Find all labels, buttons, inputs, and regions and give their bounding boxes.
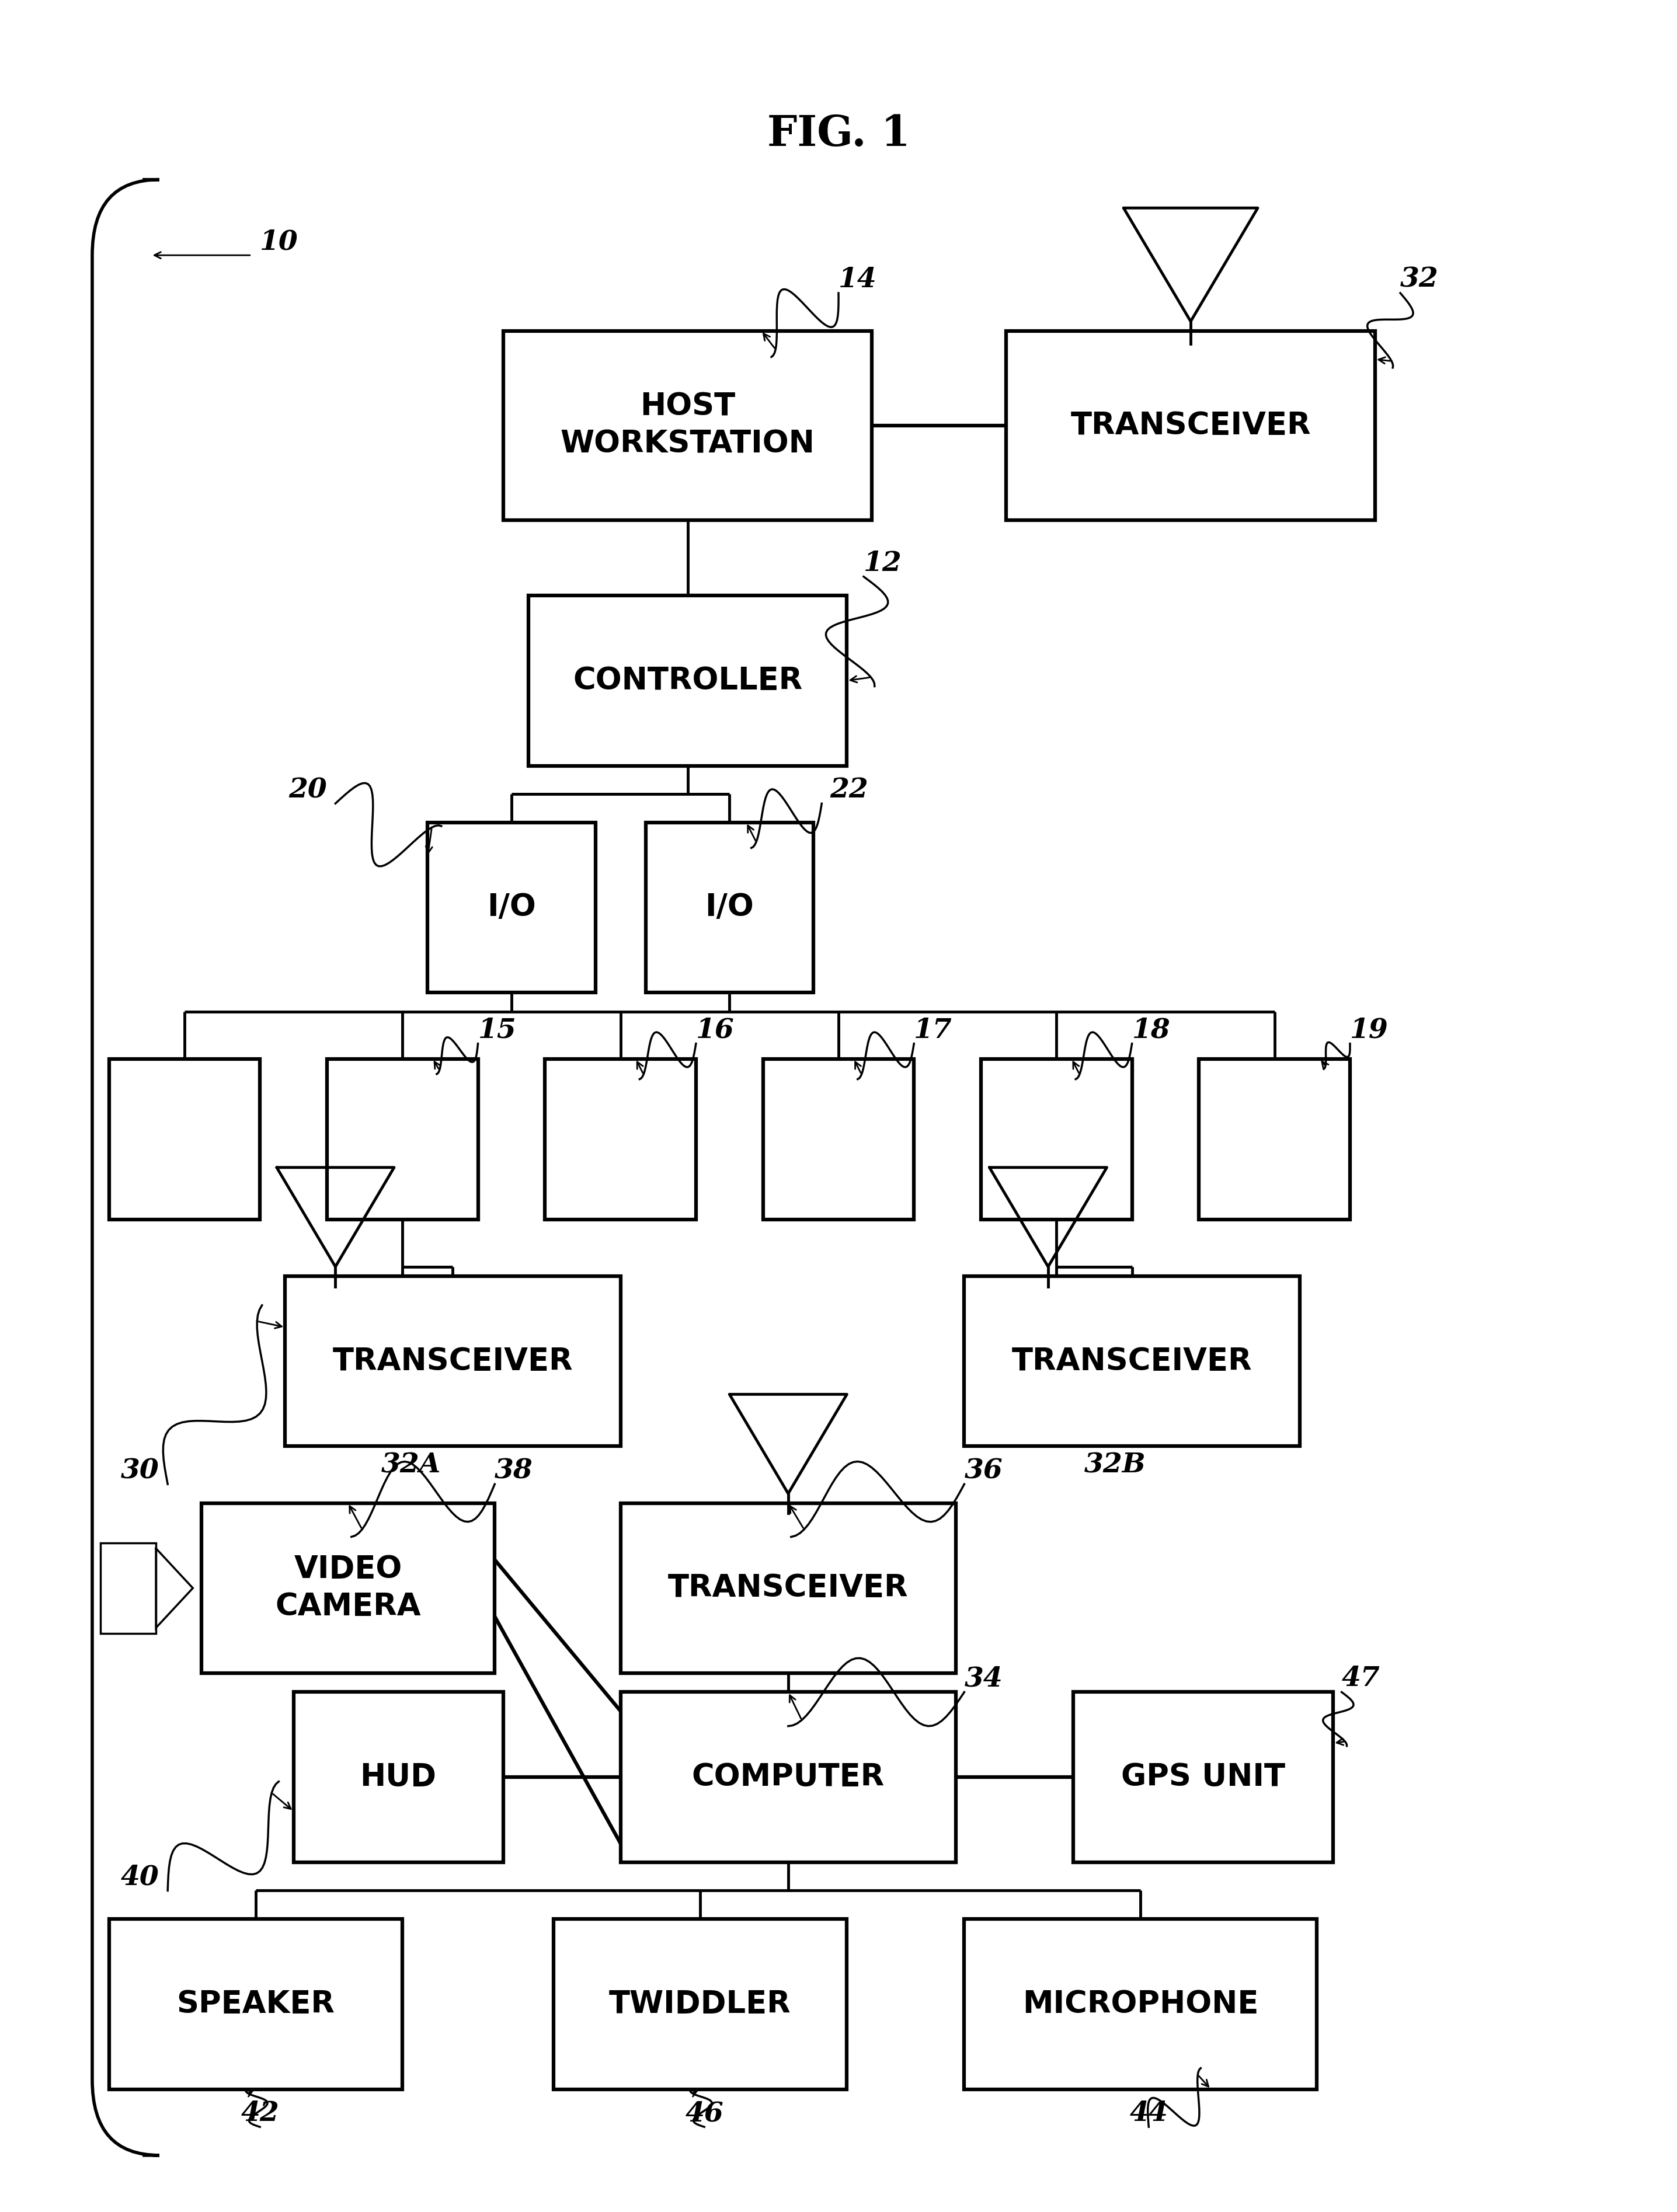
Text: 42: 42 <box>241 2099 278 2128</box>
Bar <box>964 1920 1316 2088</box>
Bar <box>545 1060 696 1219</box>
Text: TRANSCEIVER: TRANSCEIVER <box>667 1573 909 1604</box>
Bar <box>553 1920 847 2088</box>
Text: HOST
WORKSTATION: HOST WORKSTATION <box>560 392 815 460</box>
Bar <box>981 1060 1132 1219</box>
Bar <box>101 1542 156 1632</box>
Text: HUD: HUD <box>361 1763 436 1792</box>
Bar <box>1199 1060 1350 1219</box>
Bar <box>528 595 847 765</box>
Text: 46: 46 <box>686 2099 723 2128</box>
Text: TRANSCEIVER: TRANSCEIVER <box>332 1347 574 1376</box>
Bar <box>109 1060 260 1219</box>
Text: TWIDDLER: TWIDDLER <box>609 1989 792 2020</box>
Bar <box>1006 332 1375 520</box>
Bar <box>293 1692 503 1863</box>
Bar <box>620 1502 956 1672</box>
Text: 15: 15 <box>478 1018 517 1044</box>
Text: VIDEO
CAMERA: VIDEO CAMERA <box>275 1555 421 1621</box>
Text: 32B: 32B <box>1085 1451 1145 1478</box>
Bar <box>503 332 872 520</box>
Bar <box>620 1692 956 1863</box>
Text: 12: 12 <box>864 551 902 577</box>
Text: TRANSCEIVER: TRANSCEIVER <box>1011 1347 1253 1376</box>
Text: I/O: I/O <box>704 891 755 922</box>
Bar <box>646 823 813 993</box>
Text: MICROPHONE: MICROPHONE <box>1023 1989 1258 2020</box>
Text: 10: 10 <box>260 228 299 254</box>
Bar <box>285 1276 620 1447</box>
Bar <box>327 1060 478 1219</box>
Text: 44: 44 <box>1130 2099 1167 2128</box>
Text: CONTROLLER: CONTROLLER <box>574 666 802 697</box>
Text: COMPUTER: COMPUTER <box>693 1763 884 1792</box>
Text: FIG. 1: FIG. 1 <box>766 113 911 155</box>
Text: 20: 20 <box>288 776 327 803</box>
Text: 14: 14 <box>838 265 877 292</box>
Text: 36: 36 <box>964 1458 1003 1484</box>
Text: 18: 18 <box>1132 1018 1171 1044</box>
Text: 34: 34 <box>964 1666 1003 1692</box>
Bar <box>109 1920 402 2088</box>
Text: 16: 16 <box>696 1018 735 1044</box>
Text: 30: 30 <box>121 1458 159 1484</box>
Text: TRANSCEIVER: TRANSCEIVER <box>1070 409 1311 440</box>
Text: SPEAKER: SPEAKER <box>176 1989 335 2020</box>
Text: I/O: I/O <box>486 891 537 922</box>
Bar <box>1073 1692 1333 1863</box>
Text: 40: 40 <box>121 1865 159 1891</box>
Text: 32: 32 <box>1400 265 1439 292</box>
Text: 22: 22 <box>830 776 869 803</box>
Text: 19: 19 <box>1350 1018 1389 1044</box>
Text: 38: 38 <box>495 1458 533 1484</box>
Text: 17: 17 <box>914 1018 953 1044</box>
Bar <box>763 1060 914 1219</box>
Text: 32A: 32A <box>381 1451 441 1478</box>
Bar <box>964 1276 1300 1447</box>
Bar <box>201 1502 495 1672</box>
Text: GPS UNIT: GPS UNIT <box>1122 1763 1285 1792</box>
Text: 47: 47 <box>1342 1666 1380 1692</box>
Bar <box>428 823 595 993</box>
